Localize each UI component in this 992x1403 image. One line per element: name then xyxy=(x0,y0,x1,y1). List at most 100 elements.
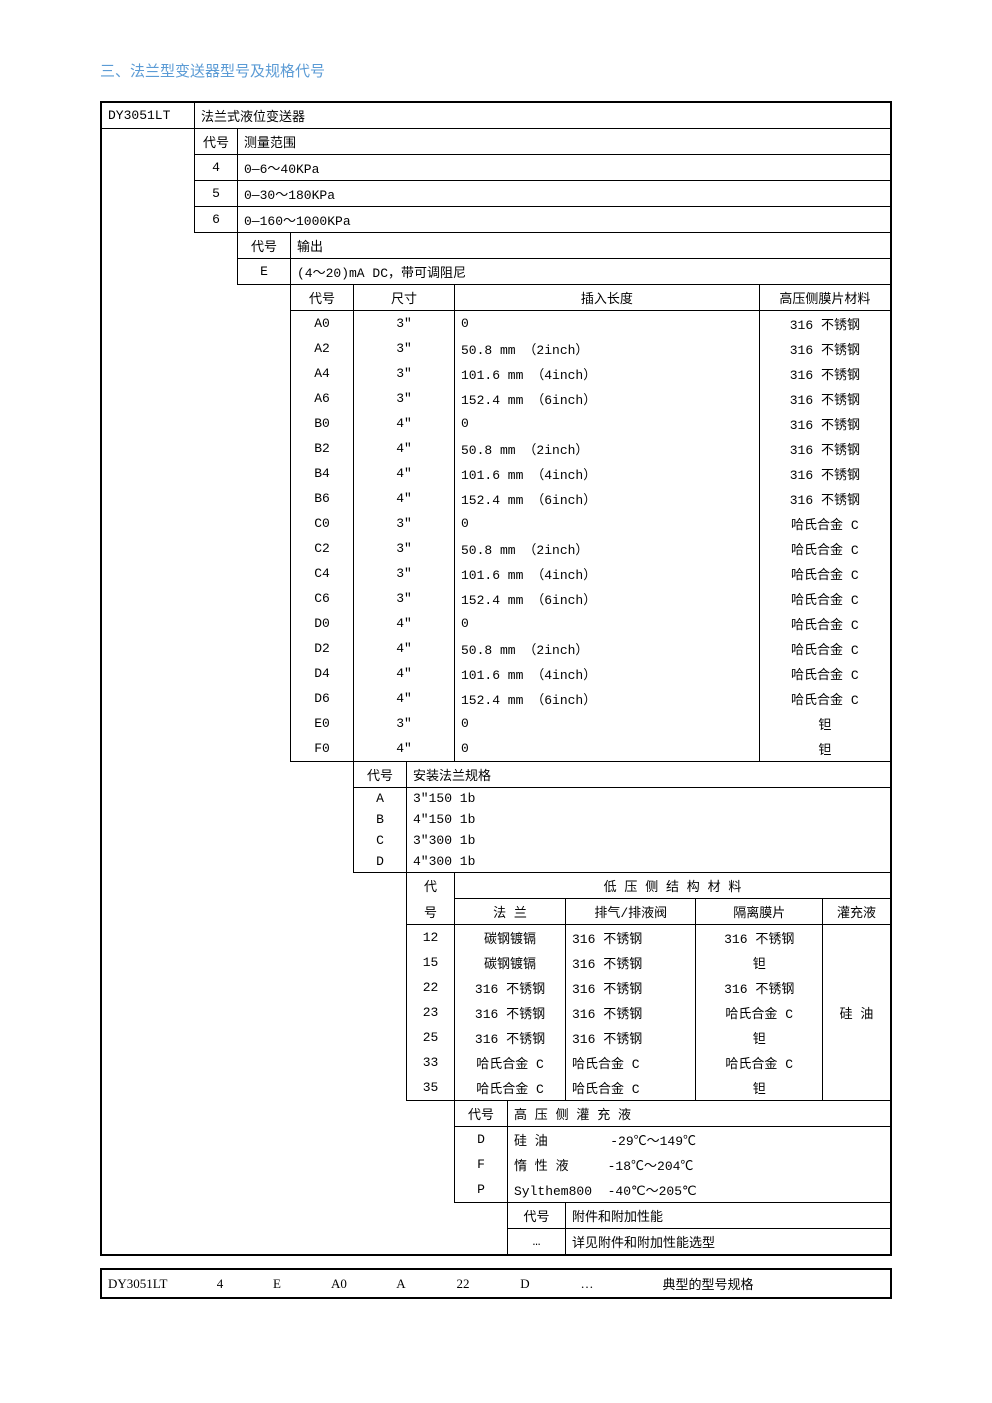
flange-label: 4″300 1b xyxy=(407,851,892,873)
dim-size: 4″ xyxy=(354,736,455,762)
dim-mat: 316 不锈钢 xyxy=(759,411,891,436)
hf-code: D xyxy=(455,1127,508,1153)
indent-cell xyxy=(101,1203,508,1256)
dim-insert: 101.6 mm （4inch） xyxy=(455,561,760,586)
example-c7: D xyxy=(494,1269,556,1298)
dim-mat: 哈氏合金 C xyxy=(759,511,891,536)
model-desc: 法兰式液位变送器 xyxy=(195,102,892,129)
lp-flange: 316 不锈钢 xyxy=(455,1000,566,1025)
lp-vent: 316 不锈钢 xyxy=(566,975,696,1000)
example-c1: DY3051LT xyxy=(101,1269,194,1298)
output-header-code: 代号 xyxy=(238,233,291,259)
dim-code: B4 xyxy=(291,461,354,486)
flange-h-code: 代号 xyxy=(354,762,407,788)
acc-h-code: 代号 xyxy=(508,1203,566,1229)
lp-fill: 硅 油 xyxy=(823,925,892,1101)
acc-label: 详见附件和附加性能选型 xyxy=(566,1229,892,1256)
lp-code: 12 xyxy=(407,925,455,951)
dim-h-insert: 插入长度 xyxy=(455,285,760,311)
hf-label: 惰 性 液 -18℃～204℃ xyxy=(508,1152,892,1177)
dim-size: 4″ xyxy=(354,461,455,486)
dim-insert: 50.8 mm （2inch） xyxy=(455,436,760,461)
range-label: 0—160～1000KPa xyxy=(238,207,892,233)
dim-size: 4″ xyxy=(354,486,455,511)
table-row: 代号 测量范围 xyxy=(101,129,891,155)
dim-insert: 101.6 mm （4inch） xyxy=(455,361,760,386)
dim-code: E0 xyxy=(291,711,354,736)
lp-vent: 316 不锈钢 xyxy=(566,950,696,975)
dim-code: C4 xyxy=(291,561,354,586)
dim-size: 4″ xyxy=(354,686,455,711)
lp-code: 35 xyxy=(407,1075,455,1101)
acc-code: … xyxy=(508,1229,566,1256)
dim-mat: 316 不锈钢 xyxy=(759,486,891,511)
dim-code: F0 xyxy=(291,736,354,762)
dim-mat: 哈氏合金 C xyxy=(759,586,891,611)
dim-h-size: 尺寸 xyxy=(354,285,455,311)
example-c2: 4 xyxy=(194,1269,246,1298)
range-code: 4 xyxy=(195,155,238,181)
dim-insert: 50.8 mm （2inch） xyxy=(455,336,760,361)
hf-h-label: 高 压 侧 灌 充 液 xyxy=(508,1101,892,1127)
lp-vent: 哈氏合金 C xyxy=(566,1075,696,1101)
lp-h-span: 低 压 侧 结 构 材 料 xyxy=(455,873,892,899)
indent-cell xyxy=(101,762,354,873)
flange-label: 3″150 1b xyxy=(407,788,892,810)
example-c8: … xyxy=(556,1269,618,1298)
example-c5: A xyxy=(370,1269,432,1298)
table-row: 代号 附件和附加性能 xyxy=(101,1203,891,1229)
dim-size: 3″ xyxy=(354,561,455,586)
table-row: 代号 高 压 侧 灌 充 液 xyxy=(101,1101,891,1127)
lp-vent: 哈氏合金 C xyxy=(566,1050,696,1075)
hf-label: Sylthem800 -40℃～205℃ xyxy=(508,1177,892,1203)
table-row: 6 0—160～1000KPa xyxy=(101,207,891,233)
range-header-code: 代号 xyxy=(195,129,238,155)
dim-size: 3″ xyxy=(354,336,455,361)
example-model-table: DY3051LT 4 E A0 A 22 D … 典型的型号规格 xyxy=(100,1268,892,1299)
flange-label: 3″300 1b xyxy=(407,830,892,851)
dim-mat: 哈氏合金 C xyxy=(759,536,891,561)
lp-flange: 碳钢镀镉 xyxy=(455,950,566,975)
hf-code: P xyxy=(455,1177,508,1203)
table-row: 代号 安装法兰规格 xyxy=(101,762,891,788)
dim-code: D2 xyxy=(291,636,354,661)
dim-insert: 101.6 mm （4inch） xyxy=(455,661,760,686)
range-label: 0—6～40KPa xyxy=(238,155,892,181)
lp-flange: 碳钢镀镉 xyxy=(455,925,566,951)
flange-label: 4″150 1b xyxy=(407,809,892,830)
lp-code: 22 xyxy=(407,975,455,1000)
lp-flange: 316 不锈钢 xyxy=(455,1025,566,1050)
dim-size: 4″ xyxy=(354,636,455,661)
output-header-label: 输出 xyxy=(291,233,892,259)
example-c4: A0 xyxy=(308,1269,370,1298)
dim-mat: 哈氏合金 C xyxy=(759,611,891,636)
acc-h-label: 附件和附加性能 xyxy=(566,1203,892,1229)
range-label: 0—30～180KPa xyxy=(238,181,892,207)
dim-insert: 152.4 mm （6inch） xyxy=(455,686,760,711)
lp-flange: 哈氏合金 C xyxy=(455,1050,566,1075)
hf-label: 硅 油 -29℃～149℃ xyxy=(508,1127,892,1153)
dim-mat: 316 不锈钢 xyxy=(759,361,891,386)
dim-insert: 0 xyxy=(455,711,760,736)
indent-cell xyxy=(101,285,291,762)
lp-dia: 钽 xyxy=(696,1075,823,1101)
table-row: 代号 输出 xyxy=(101,233,891,259)
dim-mat: 316 不锈钢 xyxy=(759,336,891,361)
dim-insert: 101.6 mm （4inch） xyxy=(455,461,760,486)
dim-size: 3″ xyxy=(354,711,455,736)
lp-h-fill: 灌充液 xyxy=(823,899,892,925)
dim-insert: 0 xyxy=(455,411,760,436)
indent-cell xyxy=(101,1101,455,1203)
range-code: 5 xyxy=(195,181,238,207)
lp-h-diaphragm: 隔离膜片 xyxy=(696,899,823,925)
dim-insert: 50.8 mm （2inch） xyxy=(455,636,760,661)
dim-code: A0 xyxy=(291,311,354,337)
dim-mat: 哈氏合金 C xyxy=(759,661,891,686)
lp-flange: 316 不锈钢 xyxy=(455,975,566,1000)
dim-mat: 316 不锈钢 xyxy=(759,436,891,461)
flange-code: A xyxy=(354,788,407,810)
example-c6: 22 xyxy=(432,1269,494,1298)
flange-code: B xyxy=(354,809,407,830)
lp-vent: 316 不锈钢 xyxy=(566,1000,696,1025)
indent-cell xyxy=(101,873,407,1101)
